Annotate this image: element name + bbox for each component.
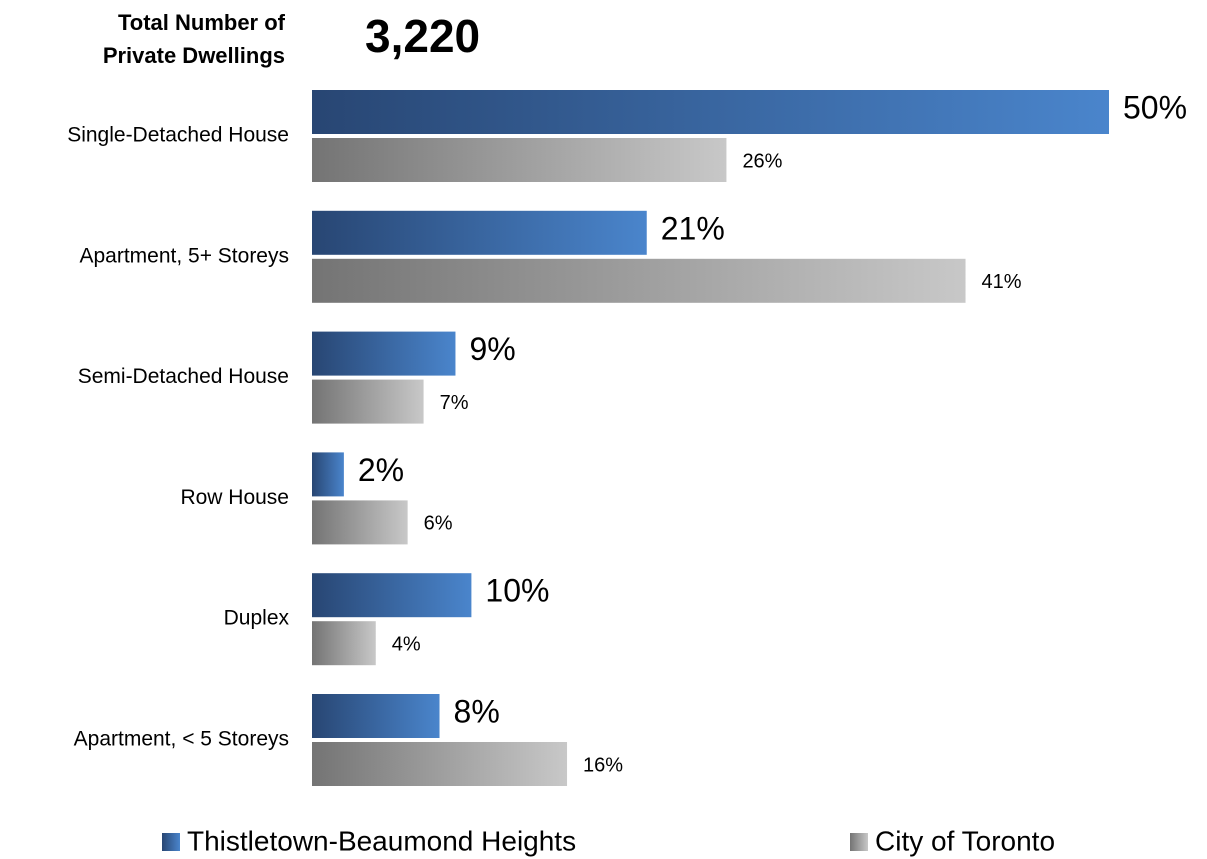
category-label: Apartment, < 5 Storeys [74, 728, 289, 751]
bar [312, 210, 647, 255]
category-label: Semi-Detached House [78, 365, 289, 388]
bar [312, 694, 440, 738]
category-label: Single-Detached House [67, 124, 289, 147]
legend-label: Thistletown-Beaumond Heights [187, 825, 576, 856]
legend-swatch [850, 833, 868, 851]
header-value: 3,220 [365, 10, 480, 62]
value-label: 10% [485, 573, 549, 609]
value-label: 21% [661, 210, 725, 246]
category-label: Duplex [224, 607, 290, 630]
value-label: 16% [583, 754, 623, 776]
bar [312, 331, 456, 376]
value-label: 7% [440, 392, 469, 414]
value-label: 2% [358, 452, 404, 488]
category-label: Row House [180, 486, 289, 509]
bar [312, 621, 376, 666]
value-label: 6% [424, 513, 453, 535]
bar [312, 379, 424, 424]
legend-swatch [162, 833, 180, 851]
value-label: 9% [469, 331, 515, 367]
legend-label: City of Toronto [875, 825, 1055, 856]
value-label: 50% [1123, 89, 1187, 125]
bar [312, 500, 408, 545]
bar [312, 742, 568, 786]
value-label: 41% [982, 271, 1022, 293]
bar [312, 258, 966, 303]
bar [312, 138, 727, 182]
value-label: 8% [454, 693, 500, 729]
bar [312, 90, 1109, 134]
value-label: 4% [392, 633, 421, 655]
bar [312, 452, 344, 497]
category-label: Apartment, 5+ Storeys [79, 244, 289, 267]
value-label: 26% [742, 150, 782, 172]
bar [312, 573, 472, 618]
header-label: Total Number of Private Dwellings [102, 10, 285, 68]
